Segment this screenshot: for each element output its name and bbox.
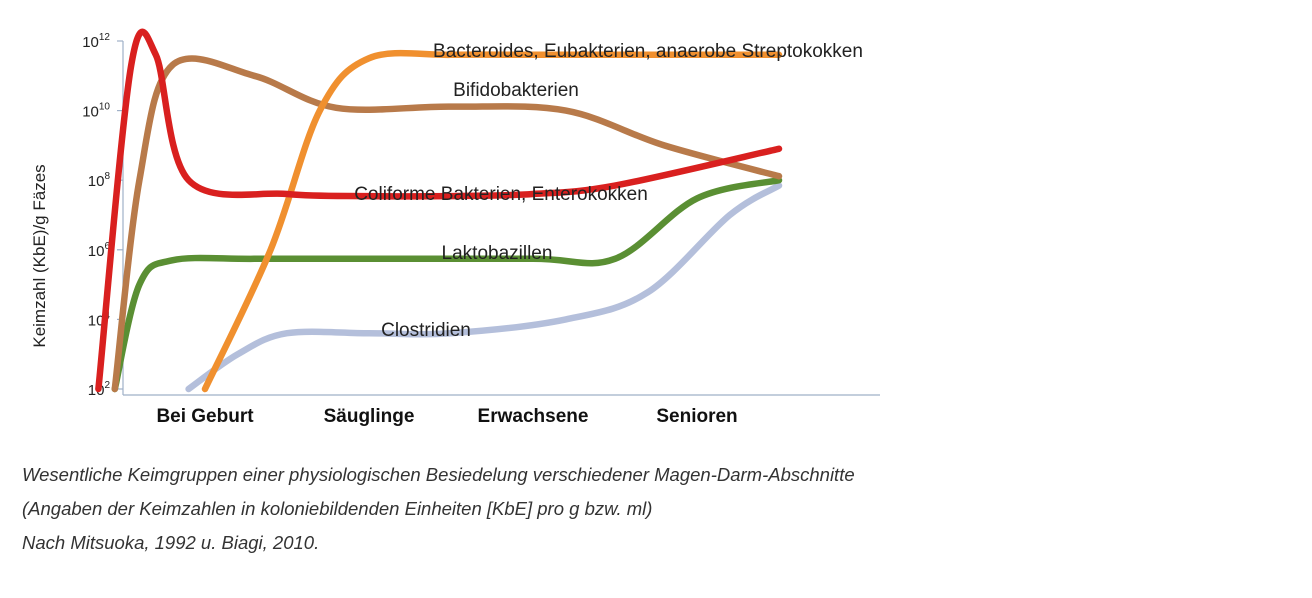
series-line-coliforme-bakterien-enterokokken bbox=[95, 28, 783, 393]
y-tick-label: 1012 bbox=[82, 32, 110, 51]
x-tick-label-erwachsene: Erwachsene bbox=[478, 406, 589, 427]
series-label-clostridien: Clostridien bbox=[381, 320, 471, 341]
caption-line-2: (Angaben der Keimzahlen in koloniebilden… bbox=[22, 498, 653, 519]
series-label-coliforme-bakterien-enterokokken: Coliforme Bakterien, Enterokokken bbox=[354, 184, 648, 205]
series-label-laktobazillen: Laktobazillen bbox=[442, 243, 553, 264]
figure-caption: Wesentliche Keimgruppen einer physiologi… bbox=[22, 458, 1022, 560]
y-tick-label: 106 bbox=[88, 241, 111, 260]
series-label-bifidobakterien: Bifidobakterien bbox=[453, 80, 579, 101]
x-tick-label-senioren: Senioren bbox=[656, 406, 737, 427]
series-line-clostridien bbox=[185, 182, 783, 393]
series-line-laktobazillen bbox=[111, 176, 783, 393]
y-axis-label: Keimzahl (KbE)/g Fäzes bbox=[30, 164, 49, 347]
y-tick-label: 108 bbox=[88, 171, 111, 190]
caption-line-1: Wesentliche Keimgruppen einer physiologi… bbox=[22, 464, 855, 485]
series-label-bacteroides-eubakterien-anaerobe-streptokokken: Bacteroides, Eubakterien, anaerobe Strep… bbox=[433, 41, 863, 62]
x-ticks: Bei Geburt Säuglinge Erwachsene Senioren bbox=[156, 406, 737, 427]
series-line-bifidobakterien bbox=[111, 55, 783, 393]
y-tick-label: 1010 bbox=[82, 102, 110, 121]
caption-line-3: Nach Mitsuoka, 1992 u. Biagi, 2010. bbox=[22, 532, 320, 553]
series-labels: Bacteroides, Eubakterien, anaerobe Strep… bbox=[354, 41, 863, 341]
series-line-bacteroides-eubakterien-anaerobe-streptokokken bbox=[201, 49, 783, 393]
x-tick-label-sauglinge: Säuglinge bbox=[324, 406, 415, 427]
series-lines bbox=[95, 28, 783, 393]
x-tick-label-bei-geburt: Bei Geburt bbox=[156, 406, 254, 427]
